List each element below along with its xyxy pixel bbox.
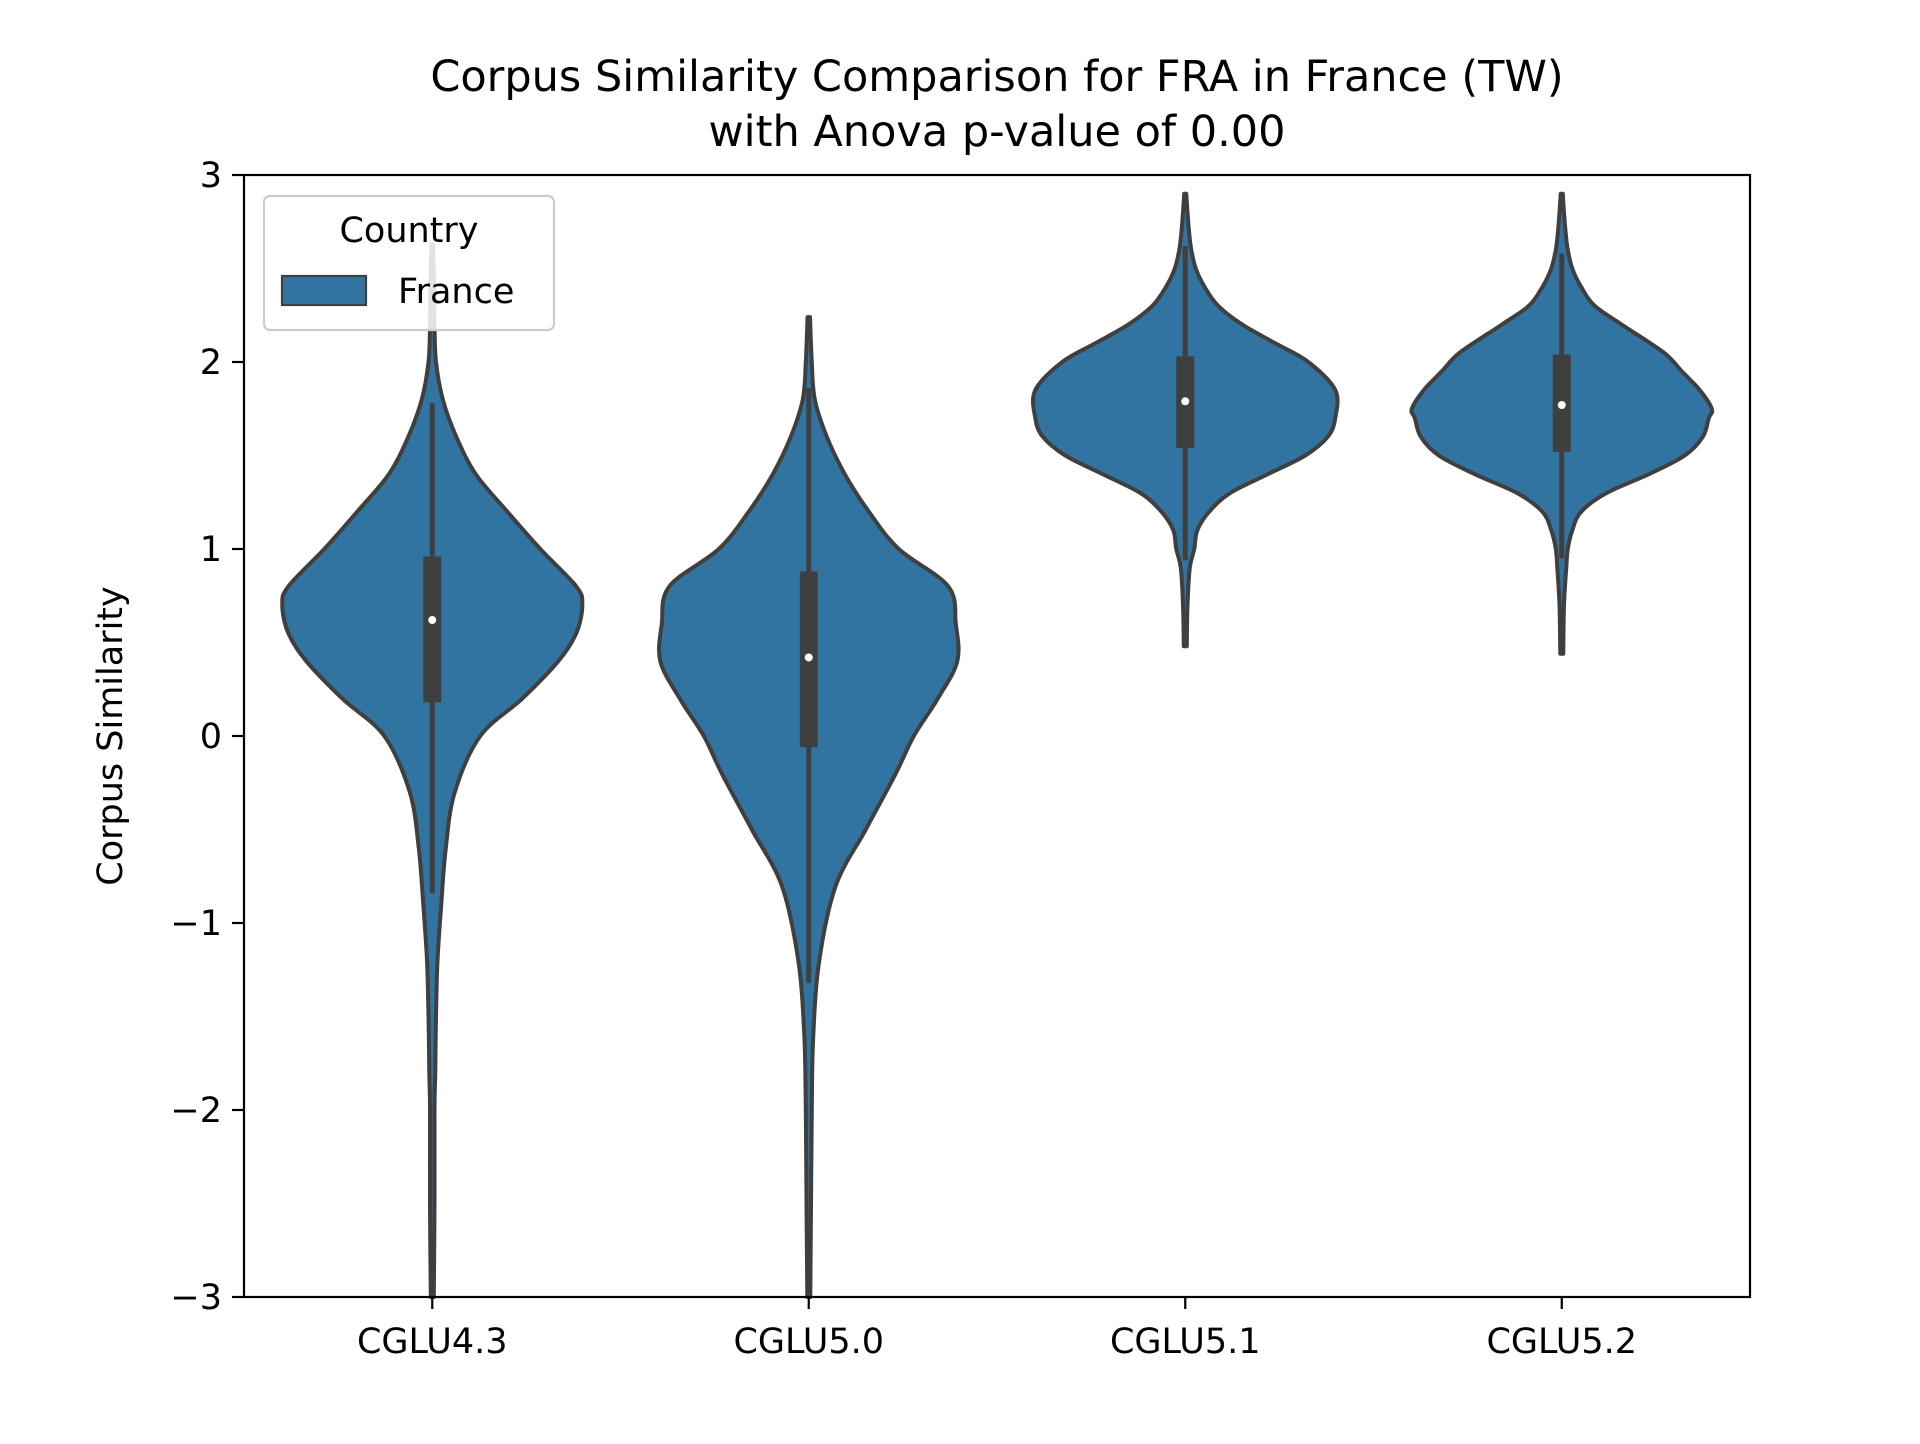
violin-CGLU5.1 [1030, 191, 1340, 649]
y-tick-label: −3 [170, 1278, 222, 1318]
x-tick-label: CGLU5.0 [733, 1322, 884, 1362]
x-tick-label: CGLU5.2 [1486, 1322, 1637, 1362]
legend[interactable]: Country France [262, 194, 556, 332]
y-tick-label: −1 [170, 904, 222, 944]
y-tick-label: −2 [170, 1091, 222, 1131]
legend-swatch [280, 274, 368, 307]
chart-title-line-1: Corpus Similarity Comparison for FRA in … [430, 52, 1563, 102]
y-tick-label: 2 [200, 343, 222, 383]
violin-CGLU5.0 [657, 315, 961, 1299]
x-axis: CGLU4.3 CGLU5.0 CGLU5.1 CGLU5.2 [357, 1297, 1637, 1362]
violin-iqr-box [423, 556, 442, 703]
y-axis: −3 −2 −1 0 1 2 3 [170, 156, 244, 1318]
violin-median-dot [804, 653, 813, 662]
chart-title: Corpus Similarity Comparison for FRA in … [430, 52, 1563, 157]
violin-median-dot [428, 616, 437, 625]
violin-median-dot [1181, 397, 1190, 406]
y-axis-label: Corpus Similarity [91, 586, 131, 885]
legend-title: Country [339, 211, 478, 251]
chart-title-line-2: with Anova p-value of 0.00 [709, 107, 1286, 157]
x-tick-label: CGLU5.1 [1110, 1322, 1261, 1362]
y-tick-label: 0 [200, 717, 222, 757]
violin-CGLU5.2 [1409, 191, 1715, 656]
y-tick-label: 3 [200, 156, 222, 196]
violins-layer [280, 191, 1715, 1299]
violin-median-dot [1557, 401, 1566, 410]
legend-entry-label: France [398, 272, 514, 312]
y-tick-label: 1 [200, 530, 222, 570]
x-tick-label: CGLU4.3 [357, 1322, 508, 1362]
